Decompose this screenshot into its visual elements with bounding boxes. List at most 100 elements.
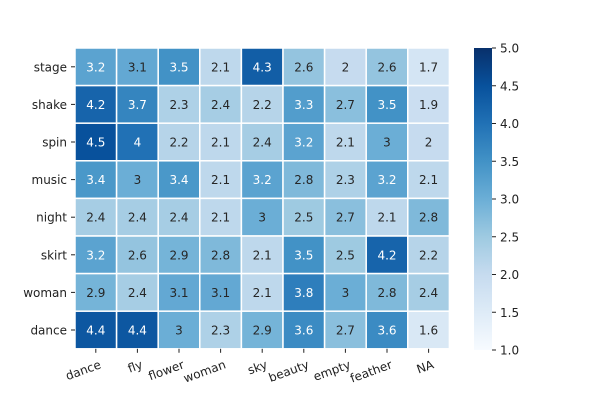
heatmap-cell-woman-fly xyxy=(115,272,159,312)
x-tick-label: empty xyxy=(311,357,352,383)
cell-value-label: 3.2 xyxy=(294,136,313,150)
y-tick-label: stage xyxy=(34,60,67,74)
cell-value-label: 3.1 xyxy=(211,286,230,300)
cell-value-label: 3 xyxy=(342,286,350,300)
heatmap-cell-skirt-flower xyxy=(157,235,201,275)
colorbar-gradient xyxy=(474,48,492,350)
heatmap-cell-woman-sky xyxy=(240,272,284,312)
heatmap-cell-skirt-NA xyxy=(407,235,451,275)
cell-value-label: 2.8 xyxy=(377,286,396,300)
cell-value-label: 2.4 xyxy=(419,286,438,300)
heatmap-cell-music-woman xyxy=(199,160,243,200)
y-tick-label: dance xyxy=(30,324,67,338)
heatmap-cell-skirt-dance xyxy=(74,235,118,275)
cell-value-label: 2.6 xyxy=(294,60,313,74)
cell-value-label: 2.2 xyxy=(169,136,188,150)
heatmap-cell-skirt-beauty xyxy=(282,235,326,275)
heatmap-cell-spin-fly xyxy=(115,122,159,162)
cell-value-label: 4.2 xyxy=(377,248,396,262)
cell-value-label: 2.5 xyxy=(294,211,313,225)
colorbar-tick-label: 4.5 xyxy=(500,79,519,93)
cell-value-label: 2.6 xyxy=(377,60,396,74)
cell-value-label: 2.7 xyxy=(336,324,355,338)
cell-value-label: 3.1 xyxy=(169,286,188,300)
colorbar-tick-label: 2.5 xyxy=(500,230,519,244)
cell-value-label: 2 xyxy=(425,136,433,150)
heatmap-cell-stage-feather xyxy=(365,47,409,87)
cell-value-label: 3.3 xyxy=(294,98,313,112)
cell-value-label: 3.5 xyxy=(377,98,396,112)
cell-value-label: 3.7 xyxy=(128,98,147,112)
cell-value-label: 2.3 xyxy=(211,324,230,338)
cell-value-label: 2.4 xyxy=(128,211,147,225)
heatmap-cell-music-NA xyxy=(407,160,451,200)
colorbar-tick-label: 5.0 xyxy=(500,42,519,56)
heatmap-cell-night-dance xyxy=(74,197,118,237)
cell-value-label: 4.3 xyxy=(253,60,272,74)
y-tick-label: night xyxy=(36,211,67,225)
heatmap-cell-spin-sky xyxy=(240,122,284,162)
cell-value-label: 4.4 xyxy=(128,324,147,338)
heatmap-cell-dance-flower xyxy=(157,310,201,350)
cell-value-label: 3.4 xyxy=(86,173,105,187)
heatmap-cell-spin-flower xyxy=(157,122,201,162)
cell-value-label: 1.6 xyxy=(419,324,438,338)
x-tick-label: dance xyxy=(64,357,103,383)
colorbar-tick-label: 3.0 xyxy=(500,193,519,207)
cell-value-label: 2.1 xyxy=(211,136,230,150)
cell-value-label: 2.6 xyxy=(128,248,147,262)
cell-value-label: 2.1 xyxy=(253,248,272,262)
heatmap-cell-woman-empty xyxy=(323,272,367,312)
cell-value-label: 2.1 xyxy=(377,211,396,225)
heatmap-cell-shake-NA xyxy=(407,84,451,124)
cell-value-label: 2.3 xyxy=(169,98,188,112)
cell-value-label: 2.7 xyxy=(336,98,355,112)
cell-value-label: 2.5 xyxy=(336,248,355,262)
heatmap-cell-stage-beauty xyxy=(282,47,326,87)
cell-value-label: 2.4 xyxy=(128,286,147,300)
cell-value-label: 2.4 xyxy=(86,211,105,225)
cell-value-label: 2.4 xyxy=(253,136,272,150)
x-tick-label: NA xyxy=(415,357,437,376)
cell-value-label: 2.1 xyxy=(211,211,230,225)
y-tick-labels: stage shake spin music night skirt woman dance xyxy=(23,60,75,338)
cell-value-label: 2.2 xyxy=(419,248,438,262)
cell-value-label: 2.9 xyxy=(169,248,188,262)
cell-value-label: 2.8 xyxy=(294,173,313,187)
heatmap-cell-shake-sky xyxy=(240,84,284,124)
cell-value-label: 3.2 xyxy=(253,173,272,187)
cell-value-label: 2.8 xyxy=(211,248,230,262)
cell-value-label: 3.2 xyxy=(86,248,105,262)
heatmap-cell-shake-empty xyxy=(323,84,367,124)
heatmap-cell-dance-sky xyxy=(240,310,284,350)
colorbar-tick-label: 2.0 xyxy=(500,268,519,282)
cell-value-label: 3 xyxy=(134,173,142,187)
x-tick-label: beauty xyxy=(267,357,311,384)
heatmap-cell-woman-dance xyxy=(74,272,118,312)
cell-value-label: 2.7 xyxy=(336,211,355,225)
y-tick-label: skirt xyxy=(41,248,67,262)
heatmap-cell-skirt-sky xyxy=(240,235,284,275)
heatmap-cell-spin-woman xyxy=(199,122,243,162)
heatmap-cell-skirt-feather xyxy=(365,235,409,275)
x-tick-label: flower xyxy=(146,357,186,383)
heatmap-cell-dance-dance xyxy=(74,310,118,350)
x-tick-label: sky xyxy=(246,357,269,377)
cell-value-label: 2.1 xyxy=(336,136,355,150)
x-tick-label: fly xyxy=(126,357,145,375)
cell-value-label: 3.5 xyxy=(169,60,188,74)
cell-value-label: 4 xyxy=(134,136,142,150)
heatmap-cells: 3.2 3.1 3.5 2.1 4.3 2.6 2 2.6 1.7 4.2 3.7 2.3 2.4 2.2… xyxy=(74,47,451,350)
cell-value-label: 3.2 xyxy=(377,173,396,187)
y-tick-label: shake xyxy=(32,98,67,112)
cell-value-label: 3 xyxy=(258,211,266,225)
cell-value-label: 2.8 xyxy=(419,211,438,225)
cell-value-label: 2.1 xyxy=(211,173,230,187)
cell-value-label: 4.4 xyxy=(86,324,105,338)
cell-value-label: 3.6 xyxy=(294,324,313,338)
heatmap-cell-night-NA xyxy=(407,197,451,237)
cell-value-label: 2.1 xyxy=(419,173,438,187)
heatmap-cell-dance-woman xyxy=(199,310,243,350)
cell-value-label: 3.5 xyxy=(294,248,313,262)
